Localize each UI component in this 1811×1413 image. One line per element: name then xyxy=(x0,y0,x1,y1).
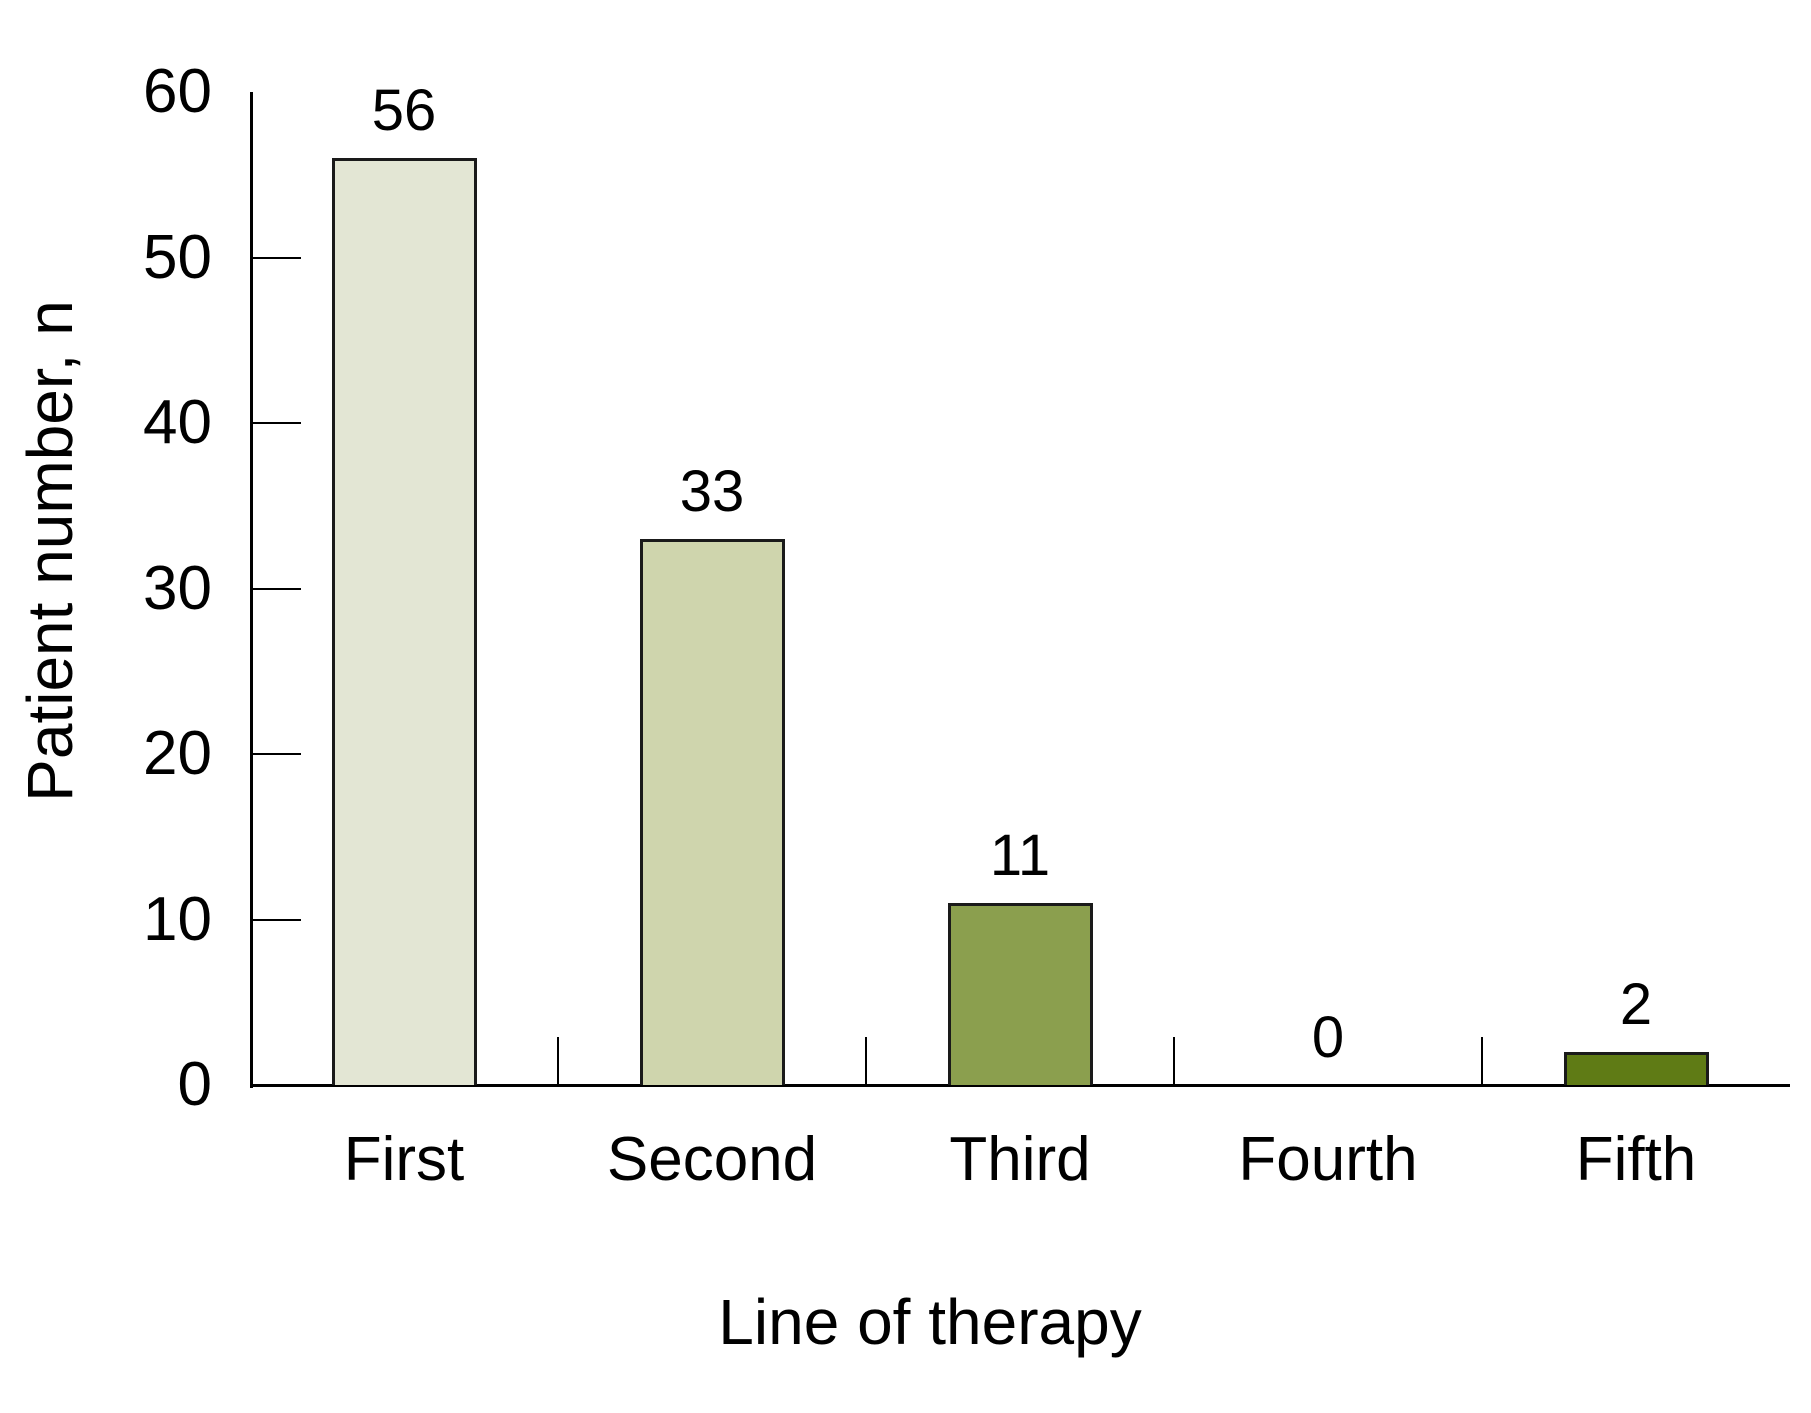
bar-fifth xyxy=(1563,1051,1709,1085)
y-axis-line xyxy=(250,92,253,1088)
x-tick-mark xyxy=(1173,1037,1175,1085)
y-tick-label: 40 xyxy=(143,388,212,457)
y-tick-mark xyxy=(253,753,301,755)
x-tick-mark xyxy=(865,1037,867,1085)
y-tick-mark xyxy=(253,256,301,259)
x-tick-mark xyxy=(557,1037,559,1085)
y-tick-label: 50 xyxy=(143,222,212,292)
y-tick-mark xyxy=(253,422,301,424)
bar-value-label: 11 xyxy=(989,822,1051,888)
y-tick-label: 20 xyxy=(143,719,212,788)
x-axis-title: Line of therapy xyxy=(718,1286,1142,1358)
bar-value-label: 56 xyxy=(371,78,437,144)
category-label-second: Second xyxy=(606,1125,818,1194)
bar-third xyxy=(947,902,1093,1085)
bar-value-label: 2 xyxy=(1619,971,1653,1037)
y-tick-mark xyxy=(253,587,301,590)
category-label-fourth: Fourth xyxy=(1238,1125,1418,1194)
category-label-third: Third xyxy=(949,1125,1091,1194)
category-label-first: First xyxy=(343,1125,465,1194)
bar-second xyxy=(639,538,785,1085)
y-tick-label: 10 xyxy=(143,884,212,954)
y-tick-mark xyxy=(253,918,301,921)
bar-first xyxy=(331,158,477,1085)
bar-value-label: 0 xyxy=(1311,1005,1345,1070)
category-label-fifth: Fifth xyxy=(1575,1125,1697,1194)
y-tick-label: 60 xyxy=(143,57,212,126)
y-tick-label: 30 xyxy=(143,553,212,623)
x-tick-mark xyxy=(1481,1037,1483,1085)
x-axis-line xyxy=(250,1084,1790,1087)
y-tick-label: 0 xyxy=(177,1050,212,1119)
bar-value-label: 33 xyxy=(679,458,745,524)
